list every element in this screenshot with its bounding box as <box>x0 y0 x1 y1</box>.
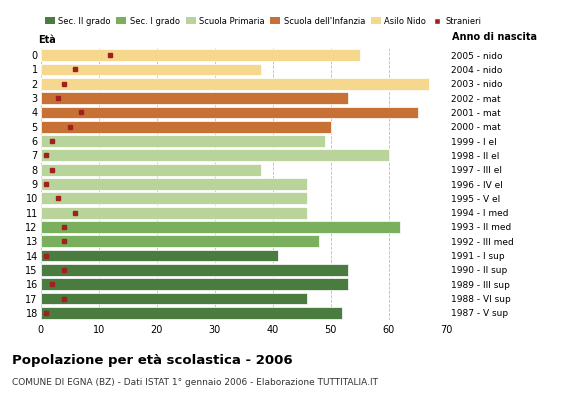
Bar <box>41 121 331 133</box>
Bar <box>41 250 278 262</box>
Bar <box>41 64 261 75</box>
Bar <box>41 135 325 147</box>
Bar <box>41 106 418 118</box>
Bar <box>41 307 342 319</box>
Bar <box>41 207 307 218</box>
Bar <box>41 78 429 90</box>
Bar <box>41 264 348 276</box>
Bar <box>41 92 348 104</box>
Bar <box>41 278 348 290</box>
Bar <box>41 221 400 233</box>
Text: Anno di nascita: Anno di nascita <box>452 32 538 42</box>
Bar <box>41 49 360 61</box>
Bar <box>41 192 307 204</box>
Bar <box>41 150 389 161</box>
Text: Età: Età <box>38 35 56 45</box>
Bar <box>41 293 307 304</box>
Text: Popolazione per età scolastica - 2006: Popolazione per età scolastica - 2006 <box>12 354 292 367</box>
Bar <box>41 178 307 190</box>
Text: COMUNE DI EGNA (BZ) - Dati ISTAT 1° gennaio 2006 - Elaborazione TUTTITALIA.IT: COMUNE DI EGNA (BZ) - Dati ISTAT 1° genn… <box>12 378 378 387</box>
Bar <box>41 164 261 176</box>
Bar <box>41 235 319 247</box>
Legend: Sec. II grado, Sec. I grado, Scuola Primaria, Scuola dell'Infanzia, Asilo Nido, : Sec. II grado, Sec. I grado, Scuola Prim… <box>45 17 481 26</box>
